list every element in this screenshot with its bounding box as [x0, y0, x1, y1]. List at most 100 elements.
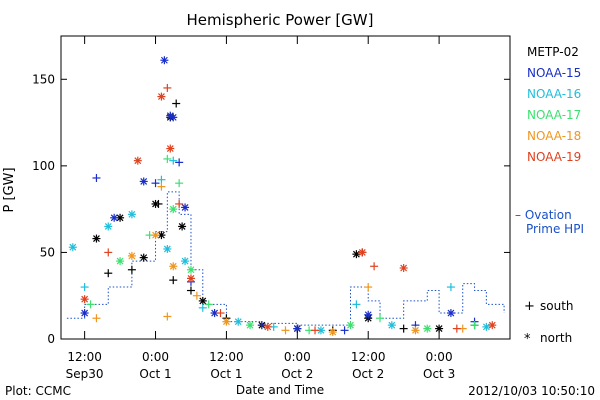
x-tick-label-time: 0:00	[284, 350, 311, 364]
x-tick-label-date: Oct 2	[281, 367, 313, 381]
legend-item: NOAA-15	[527, 66, 581, 80]
data-point-north	[263, 322, 272, 331]
footer-plot-credit: Plot: CCMC	[5, 384, 71, 398]
data-point-north	[127, 251, 136, 260]
data-point-south	[163, 312, 172, 321]
data-point-south	[370, 262, 379, 271]
data-point-south	[92, 314, 101, 323]
data-point-south	[169, 276, 178, 285]
data-point-south	[104, 248, 113, 257]
data-point-south	[80, 283, 89, 292]
y-axis-ticks: 0 50 100 150	[32, 72, 510, 346]
data-point-south	[311, 326, 320, 335]
data-point-north	[358, 248, 367, 257]
data-point-south	[175, 179, 184, 188]
data-point-south	[172, 99, 181, 108]
data-point-south	[399, 324, 408, 333]
data-point-north	[110, 213, 119, 222]
data-point-north	[104, 222, 113, 231]
data-point-north	[181, 203, 190, 212]
data-point-south	[198, 303, 207, 312]
data-point-north	[151, 231, 160, 240]
data-point-north	[169, 205, 178, 214]
legend: METP-02 NOAA-15 NOAA-16 NOAA-17 NOAA-18 NOAA-…	[527, 45, 581, 164]
data-point-north	[178, 222, 187, 231]
data-point-north	[387, 321, 396, 330]
data-point-north	[328, 328, 337, 337]
data-point-north	[246, 321, 255, 330]
plot-area	[60, 35, 511, 340]
chart-title: Hemispheric Power [GW]	[187, 11, 374, 29]
x-tick-label-time: 0:00	[426, 350, 453, 364]
x-axis-ticks: 12:00 Sep30 0:00 Oct 1 12:00 Oct 1 0:00 Oct 2 12…	[66, 36, 455, 381]
data-point-south	[169, 156, 178, 165]
data-point-north	[139, 253, 148, 262]
data-point-north	[133, 156, 142, 165]
data-point-south	[364, 283, 373, 292]
data-point-south	[154, 199, 163, 208]
data-point-south	[127, 265, 136, 274]
data-point-north	[446, 309, 455, 318]
x-tick-label-date: Oct 1	[210, 367, 242, 381]
data-point-north	[139, 177, 148, 186]
data-point-south	[257, 321, 266, 330]
x-tick-label-time: 12:00	[67, 350, 102, 364]
ovation-hpi-line	[66, 191, 505, 326]
data-point-north	[169, 113, 178, 122]
legend-item: NOAA-17	[527, 108, 581, 122]
data-point-north	[166, 144, 175, 153]
data-point-north	[68, 243, 77, 252]
data-point-south	[163, 154, 172, 163]
x-tick-label-date: Oct 1	[139, 367, 171, 381]
data-point-south	[92, 173, 101, 182]
x-tick-label-date: Oct 2	[352, 367, 384, 381]
data-point-north	[80, 309, 89, 318]
data-point-south	[340, 326, 349, 335]
data-point-south	[157, 175, 166, 184]
legend-item: NOAA-19	[527, 150, 581, 164]
data-point-north	[482, 322, 491, 331]
data-point-south	[86, 300, 95, 309]
x-tick-label-time: 0:00	[142, 350, 169, 364]
data-point-north	[210, 309, 219, 318]
data-point-north	[423, 324, 432, 333]
data-point-north	[399, 264, 408, 273]
y-tick-label: 150	[32, 72, 55, 86]
data-point-north	[80, 295, 89, 304]
data-point-north	[92, 234, 101, 243]
legend-north-label: north	[540, 331, 572, 345]
y-tick-label: 50	[40, 245, 55, 259]
data-point-north	[364, 310, 373, 319]
data-point-north	[198, 296, 207, 305]
data-point-north	[411, 326, 420, 335]
y-tick-label: 0	[47, 332, 55, 346]
data-point-south	[192, 291, 201, 300]
data-point-north	[163, 244, 172, 253]
data-points	[68, 56, 497, 337]
data-point-north	[181, 257, 190, 266]
x-tick-label-time: 12:00	[209, 350, 244, 364]
footer-timestamp: 2012/10/03 10:50:10	[468, 384, 595, 398]
legend-ovation-line2: Prime HPI	[526, 222, 584, 236]
data-point-south	[470, 321, 479, 330]
legend-south-label: south	[540, 299, 574, 313]
ovation-line	[66, 191, 505, 326]
data-point-south	[204, 300, 213, 309]
legend-item: NOAA-16	[527, 87, 581, 101]
data-point-south	[186, 286, 195, 295]
x-tick-label-date: Sep30	[66, 367, 104, 381]
data-point-north	[222, 317, 231, 326]
legend-item: NOAA-18	[527, 129, 581, 143]
data-point-north	[435, 324, 444, 333]
data-point-south	[446, 283, 455, 292]
data-point-south	[281, 326, 290, 335]
data-point-south	[175, 158, 184, 167]
data-point-north	[169, 262, 178, 271]
legend-ovation-line1: – Ovation	[515, 208, 572, 222]
data-point-south	[151, 179, 160, 188]
data-point-north	[157, 92, 166, 101]
data-point-north	[186, 274, 195, 283]
data-point-south	[175, 199, 184, 208]
y-axis-label: P [GW]	[2, 167, 17, 212]
